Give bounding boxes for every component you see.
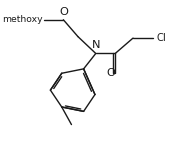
Text: N: N [92, 40, 100, 50]
Text: O: O [106, 68, 115, 78]
Text: O: O [59, 7, 68, 17]
Text: Cl: Cl [156, 33, 166, 43]
Text: methoxy: methoxy [2, 15, 43, 24]
